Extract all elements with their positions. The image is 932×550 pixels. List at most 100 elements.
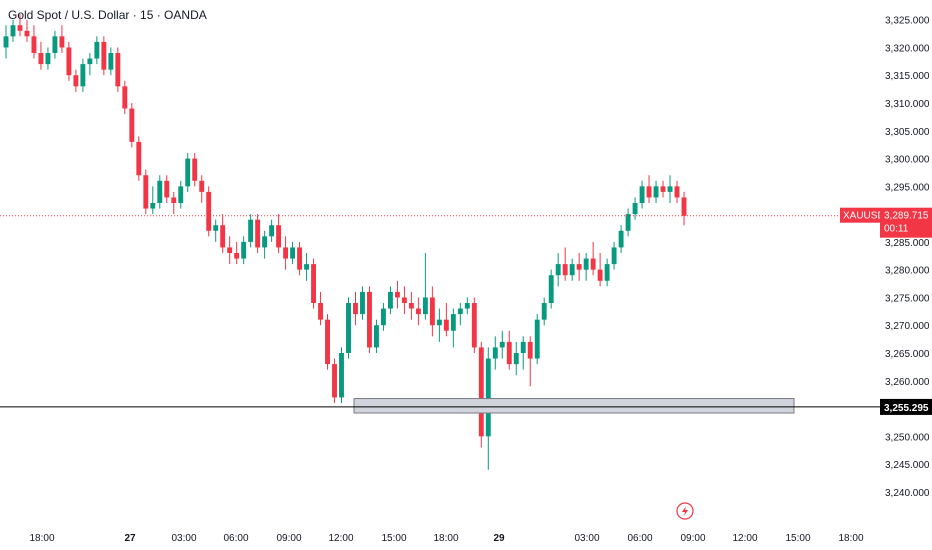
candle-body	[632, 203, 638, 215]
candle-body	[478, 347, 484, 437]
candle	[639, 180, 645, 209]
candle-body	[318, 303, 323, 320]
candle-body	[380, 308, 386, 326]
current-price-value: 3,289.715	[884, 211, 929, 222]
candle	[199, 175, 205, 203]
candle-body	[276, 225, 282, 248]
candle-body	[415, 308, 421, 315]
candle-body	[520, 341, 526, 353]
candle	[408, 291, 414, 320]
candle-body	[185, 158, 191, 187]
candle	[87, 53, 93, 76]
candle	[590, 241, 596, 276]
candle-body	[255, 219, 261, 248]
candle-body	[555, 264, 561, 276]
symbol-label-bg	[840, 207, 880, 223]
candle-body	[10, 25, 16, 37]
candle-body	[353, 303, 358, 315]
candle	[360, 286, 365, 320]
candle-body	[332, 364, 337, 398]
candle-body	[367, 291, 372, 348]
x-tick-label: 09:00	[276, 533, 301, 544]
candle-body	[527, 341, 533, 359]
candle	[618, 225, 624, 253]
candle-body	[639, 186, 645, 203]
candle-body	[457, 308, 463, 315]
candle-body	[443, 319, 449, 331]
candle	[59, 25, 65, 53]
candle	[304, 253, 310, 281]
candle	[101, 36, 107, 76]
y-tick-label: 3,260.000	[885, 377, 930, 388]
candle	[387, 286, 393, 315]
candle	[394, 280, 400, 309]
candle	[276, 214, 282, 253]
candle-body	[674, 186, 680, 198]
candle	[646, 175, 652, 203]
candle-body	[653, 186, 659, 198]
candle	[443, 303, 449, 337]
y-tick-label: 3,285.000	[885, 238, 930, 249]
x-tick-label: 15:00	[381, 533, 406, 544]
candle	[10, 19, 16, 42]
candle	[185, 153, 191, 192]
candle	[206, 186, 212, 237]
candle	[325, 314, 330, 370]
candle	[576, 253, 582, 281]
candle	[115, 47, 121, 92]
candle	[283, 236, 289, 270]
time-axis[interactable]: 18:00 27 03:00 06:00 09:00 12:00 15:00 18:00 29 0…	[29, 533, 863, 544]
candle	[534, 314, 540, 365]
candle-body	[583, 258, 589, 270]
candle-body	[408, 303, 414, 309]
candle	[45, 47, 51, 70]
candle	[541, 297, 547, 326]
candle-body	[394, 291, 400, 298]
candle-body	[178, 186, 184, 203]
candle-body	[387, 291, 393, 309]
candle	[527, 336, 533, 387]
candle-body	[164, 180, 170, 198]
candle-body	[485, 358, 491, 437]
candle-body	[499, 341, 505, 348]
candle	[660, 180, 666, 198]
candle	[374, 319, 379, 353]
candle	[653, 180, 659, 203]
candle	[290, 241, 296, 265]
x-tick-label: 15:00	[785, 533, 810, 544]
x-tick-label: 18:00	[433, 533, 458, 544]
candle-body	[283, 247, 289, 259]
candle-body	[597, 269, 603, 281]
candle-body	[234, 253, 240, 259]
candle	[506, 330, 512, 370]
candle-body	[220, 225, 226, 248]
candle-body	[464, 303, 470, 309]
candle	[478, 341, 484, 448]
candle	[248, 214, 254, 248]
candle	[17, 14, 23, 37]
price-axis[interactable]: 3,325.000 3,320.000 3,315.000 3,310.000 3,30…	[840, 16, 932, 499]
y-tick-label: 3,265.000	[885, 349, 930, 360]
candle	[262, 230, 268, 259]
candle	[192, 153, 198, 187]
candle	[674, 180, 680, 203]
candle-body	[262, 236, 268, 248]
candle-body	[513, 353, 519, 365]
candle-body	[422, 297, 428, 315]
candles-layer	[3, 14, 687, 470]
candle-body	[339, 353, 344, 398]
candle-body	[618, 230, 624, 248]
candle	[415, 297, 421, 326]
candle	[73, 69, 79, 92]
candle	[380, 303, 386, 331]
candle-body	[115, 53, 121, 87]
candle-body	[192, 158, 198, 181]
current-price-tag	[880, 207, 932, 238]
candle	[157, 175, 163, 209]
candle	[583, 253, 589, 281]
candle-body	[429, 297, 435, 326]
x-tick-label: 03:00	[574, 533, 599, 544]
x-tick-label: 06:00	[627, 533, 652, 544]
candle-body	[548, 275, 554, 303]
